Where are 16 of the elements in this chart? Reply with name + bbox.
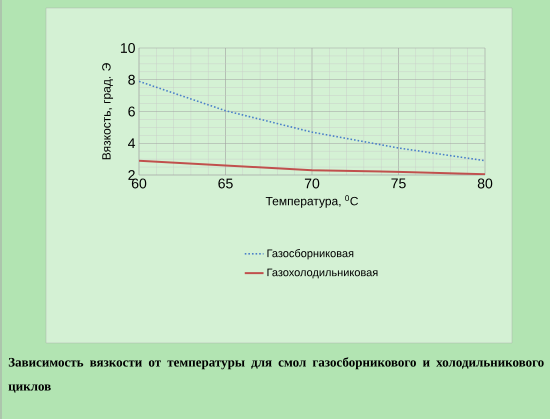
x-tick-label: 70 (304, 178, 320, 188)
x-tick-label: 80 (478, 178, 492, 188)
x-tick-label: 60 (132, 178, 146, 188)
line-series (139, 80, 485, 162)
y-tick-label: 2 (128, 170, 135, 180)
y-tick-label: 8 (128, 74, 135, 85)
text: Зависимость вязкости от температуры для смол газосборникового и холодильникового циклов (8, 357, 544, 393)
y-tick-label: 10 (120, 43, 135, 53)
y-tick-label: 4 (128, 138, 136, 148)
y-tick-label: 6 (128, 106, 135, 116)
x-tick-label: 65 (218, 178, 233, 188)
legend-label: Газохолодильниковая (267, 268, 378, 278)
y-axis-title: Вязкость, град. Э (102, 63, 114, 160)
x-tick-label: 75 (391, 178, 406, 188)
x-axis-title: Температура, $^{0}$C (266, 195, 358, 208)
legend-label: Газосборниковая (267, 249, 354, 260)
